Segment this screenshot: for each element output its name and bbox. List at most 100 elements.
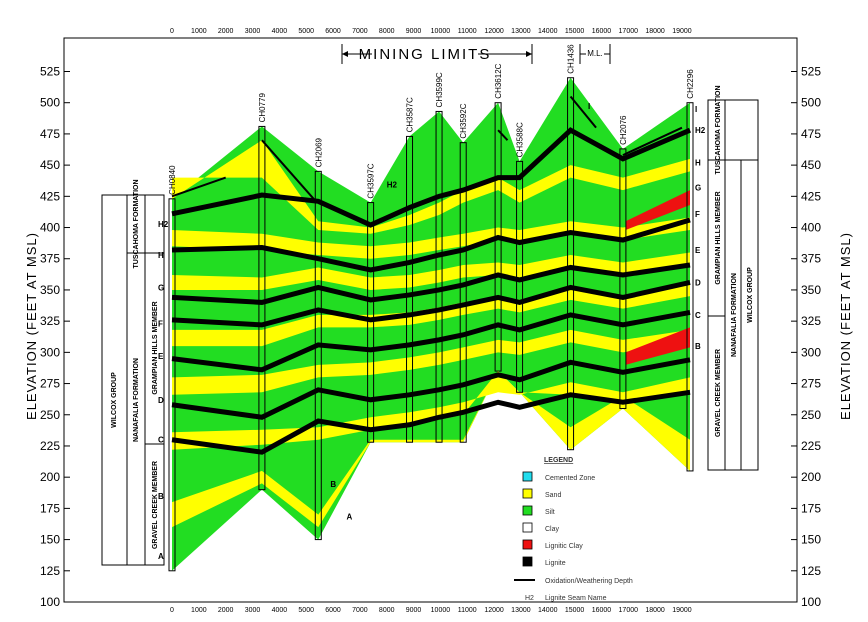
y-axis-label-left: ELEVATION (FEET AT MSL) [24, 232, 39, 420]
seam-label-b_mid: B [330, 480, 336, 489]
well-label-CH0779: CH0779 [258, 93, 267, 123]
x-tick-label-top-4000: 4000 [272, 28, 288, 35]
x-tick-label-top-13000: 13000 [511, 28, 531, 35]
sand-band-2 [172, 217, 690, 259]
x-tick-label-top-10000: 10000 [431, 28, 451, 35]
x-tick-label-top-15000: 15000 [565, 28, 585, 35]
left-tuscahoma: TUSCAHOMA FORMATION [133, 179, 140, 268]
seam-label-left-H: H [158, 251, 164, 260]
lignite-seam-6 [171, 357, 691, 420]
seam-label-left-H2: H2 [158, 220, 169, 229]
well-column-CH3599C [435, 110, 443, 443]
well-label-CH2076: CH2076 [619, 115, 628, 145]
well-label-CH3612C: CH3612C [494, 63, 503, 98]
lignitic-clay-lens-1 [625, 327, 690, 365]
well-column-CH3592C [459, 142, 467, 443]
oxidation-line-4 [569, 95, 597, 129]
x-tick-label-top-18000: 18000 [645, 28, 665, 35]
left-grampian: GRAMPIAN HILLS MEMBER [152, 301, 159, 394]
seam-label-right-B: B [695, 342, 701, 351]
x-tick-label-bottom-17000: 17000 [619, 607, 639, 614]
x-tick-label-bottom-15000: 15000 [565, 607, 585, 614]
ml-marker: M.L. [579, 44, 611, 64]
borehole-columns: CH0840 CH0779 CH2069 CH3597C CH3587C CH3599C C… [158, 44, 706, 572]
well-label-CH3599C: CH3599C [435, 72, 444, 107]
y-tick-label-right-375: 375 [801, 252, 821, 266]
x-tick-label-bottom-8000: 8000 [379, 607, 395, 614]
legend: LEGEND Cemented Zone Sand Silt Clay Lignitic… [514, 457, 633, 602]
legend-seam-label: Lignite Seam Name [545, 595, 607, 602]
well-label-CH3587C: CH3587C [406, 97, 415, 132]
oxidation-line-3 [497, 129, 509, 141]
sand-band-3 [172, 252, 690, 290]
mining-limits-title: MINING LIMITS [359, 46, 492, 63]
x-tick-label-top-17000: 17000 [619, 28, 639, 35]
lignite-seam-5 [171, 309, 691, 373]
seam-label-left-F: F [158, 320, 163, 329]
legend-seam-symbol: H2 [525, 595, 534, 602]
y-tick-label-right-100: 100 [801, 595, 821, 609]
well-column-CH2069 [314, 170, 322, 541]
x-tick-label-bottom-0: 0 [170, 607, 174, 614]
oxidation-line-5 [622, 126, 683, 157]
seam-label-right-G: G [695, 184, 701, 193]
y-tick-label-left-500: 500 [40, 96, 60, 110]
x-tick-label-top-5000: 5000 [298, 28, 314, 35]
y-tick-label-left-475: 475 [40, 127, 60, 141]
x-tick-label-bottom-16000: 16000 [592, 607, 612, 614]
x-tick-label-bottom-11000: 11000 [458, 607, 477, 614]
x-tick-label-top-3000: 3000 [245, 28, 261, 35]
y-tick-label-right-425: 425 [801, 189, 821, 203]
right-gravel: GRAVEL CREEK MEMBER [715, 349, 722, 437]
lignite-seam-7 [171, 389, 691, 455]
lignitic-clay-lens-2 [625, 190, 690, 231]
y-tick-label-right-325: 325 [801, 314, 821, 328]
left-nanafalia: NANAFALIA FORMATION [133, 358, 140, 442]
well-label-CH3588C: CH3588C [516, 122, 525, 157]
right-strat-column [707, 99, 759, 471]
mining-limits-marker: MINING LIMITS [341, 44, 533, 64]
sand-band-4 [172, 283, 690, 347]
left-wilcox: WILCOX GROUP [111, 372, 118, 428]
x-tick-label-bottom-18000: 18000 [645, 607, 665, 614]
seam-label-left-G: G [158, 283, 164, 292]
seam-label-i_mid: I [588, 102, 590, 111]
well-label-CH3597C: CH3597C [367, 163, 376, 198]
y-tick-label-right-250: 250 [801, 408, 821, 422]
y-tick-label-left-150: 150 [40, 533, 60, 547]
x-tick-label-bottom-14000: 14000 [538, 607, 558, 614]
seam-label-right-F: F [695, 210, 700, 219]
y-tick-label-left-450: 450 [40, 158, 60, 172]
x-tick-label-top-16000: 16000 [592, 28, 612, 35]
right-nanafalia: NANAFALIA FORMATION [731, 273, 738, 357]
y-tick-label-left-525: 525 [40, 65, 60, 79]
left-strat-column [101, 194, 165, 566]
x-tick-label-top-12000: 12000 [484, 28, 504, 35]
x-tick-label-top-0: 0 [170, 28, 174, 35]
legend-label-1: Cemented Zone [545, 475, 595, 482]
lignite-seam-4 [171, 280, 691, 328]
lignite-seam-2 [171, 217, 691, 273]
y-tick-label-right-125: 125 [801, 564, 821, 578]
legend-swatch-1 [522, 471, 533, 482]
x-tick-label-top-2000: 2000 [218, 28, 234, 35]
well-column-CH3612C [494, 102, 502, 372]
y-tick-label-left-225: 225 [40, 439, 60, 453]
right-grampian: GRAMPIAN HILLS MEMBER [715, 191, 722, 284]
seam-label-h2_mid: H2 [387, 181, 398, 190]
legend-swatch-3 [522, 505, 533, 516]
seam-label-right-E: E [695, 246, 701, 255]
x-tick-label-bottom-9000: 9000 [406, 607, 422, 614]
plot-frame [63, 37, 798, 603]
x-tick-label-top-11000: 11000 [458, 28, 477, 35]
oxidation-line-2 [261, 139, 318, 204]
x-tick-label-top-1000: 1000 [191, 28, 207, 35]
x-tick-label-bottom-2000: 2000 [218, 607, 234, 614]
seam-label-right-H: H [695, 159, 701, 168]
well-label-CH1436: CH1436 [567, 44, 576, 74]
well-column-CH1436 [567, 77, 575, 451]
legend-label-3: Silt [545, 509, 555, 516]
seam-label-left-A: A [158, 552, 164, 561]
seam-label-right-H2: H2 [695, 126, 706, 135]
